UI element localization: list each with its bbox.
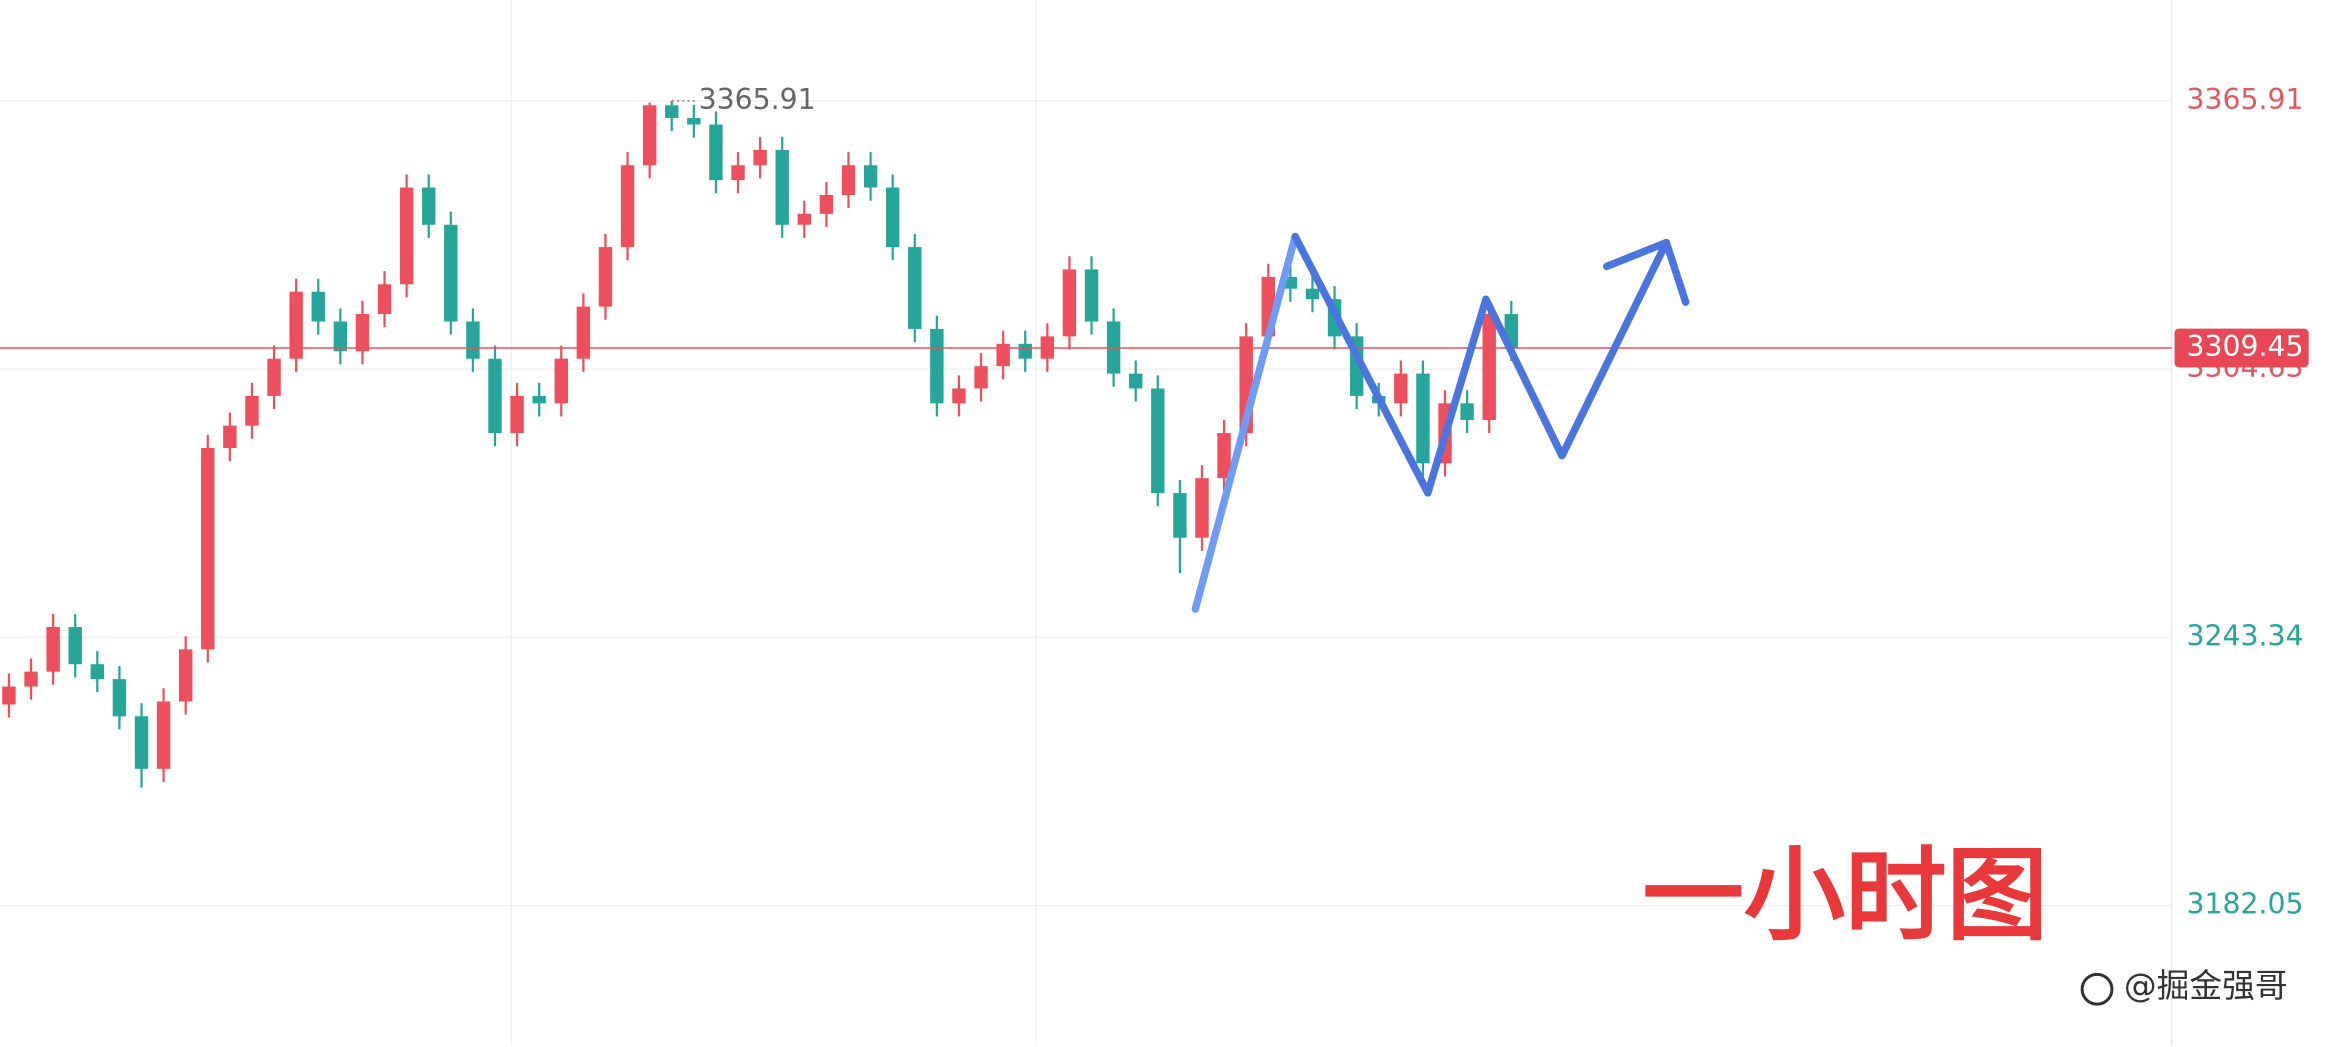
candle-body [1173, 493, 1187, 538]
candle-body [510, 395, 524, 434]
candle-body [819, 195, 834, 214]
candle-body [245, 395, 259, 426]
max-label: 3365.91 [699, 83, 816, 116]
candle-body [355, 314, 370, 352]
candles: 3365.91 [0, 83, 2172, 788]
candle-body [1151, 388, 1165, 494]
candle-body [422, 187, 436, 225]
candle-body [797, 213, 812, 225]
candle-body [112, 679, 127, 717]
candle-body [841, 165, 856, 196]
candle-body [178, 649, 193, 702]
y-tick-label: 3243.34 [2186, 619, 2303, 652]
candle-body [908, 247, 922, 329]
candle-body [1305, 288, 1320, 300]
y-tick-label: 3365.91 [2186, 83, 2303, 116]
candle-body [620, 165, 635, 248]
candle-body [1283, 276, 1298, 289]
candle-body [333, 321, 348, 352]
candle-body [1460, 403, 1474, 420]
candle-body [1129, 373, 1143, 389]
candle-body [267, 358, 281, 396]
trend-segment [1291, 232, 1671, 497]
candle-body [885, 187, 900, 248]
y-tick-label: 3182.05 [2186, 888, 2303, 921]
trend-drawing [1191, 232, 1690, 613]
candle-body [753, 149, 767, 166]
candle-body [863, 165, 878, 188]
watermark-icon [2080, 972, 2114, 1006]
candle-body [775, 149, 789, 225]
candle-body [399, 187, 414, 285]
candle-body [444, 224, 458, 322]
candle-body [731, 165, 745, 181]
arrow-head [1602, 238, 1690, 306]
candle-body [996, 343, 1010, 367]
candle-body [576, 306, 591, 359]
candle-body [466, 321, 480, 359]
candle-body [1195, 478, 1209, 538]
candle-body [377, 284, 392, 315]
candle-body [1416, 373, 1430, 464]
annotation: 一小时图 [1642, 837, 2047, 955]
candle-body [68, 627, 82, 665]
candle-body [642, 105, 657, 166]
candle-body [1018, 343, 1032, 359]
candle-body [1394, 373, 1408, 404]
candle-body [311, 291, 325, 322]
candle-body [709, 124, 723, 181]
candle-body [1062, 269, 1077, 337]
last-price-label: 3309.45 [2186, 330, 2303, 363]
watermark: @掘金强哥 [2124, 967, 2288, 1005]
candle-body [46, 627, 60, 672]
candle-body [24, 671, 38, 687]
candle-body [554, 358, 568, 404]
candle-body [598, 247, 613, 307]
candle-body [1084, 269, 1099, 322]
candle-body [1217, 433, 1231, 479]
candle-body [201, 447, 215, 650]
candle-body [930, 328, 944, 404]
candle-body [134, 716, 149, 769]
candle-body [2, 686, 16, 705]
candle-body [532, 395, 546, 404]
candle-body [90, 664, 105, 680]
candle-body [488, 358, 502, 434]
candle-body [974, 366, 988, 389]
candle-body [289, 291, 303, 359]
candle-body [687, 117, 701, 125]
grid [0, 100, 2172, 907]
candle-body [156, 701, 171, 769]
last-price-box [2174, 328, 2309, 368]
candle-body [665, 105, 679, 118]
candle-body [223, 425, 237, 448]
candle-body [952, 388, 966, 404]
candle-body [1482, 314, 1496, 420]
trend-segment [1191, 232, 1299, 613]
